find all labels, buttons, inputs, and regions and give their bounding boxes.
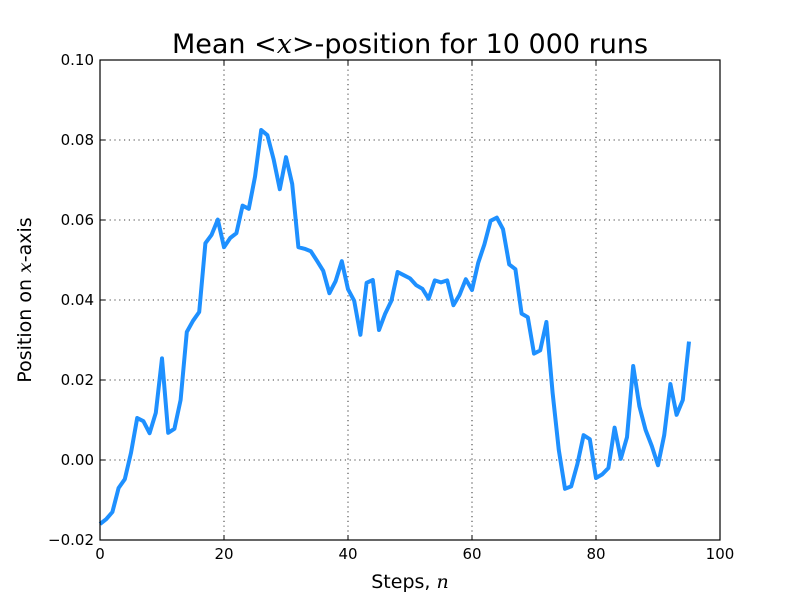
y-tick-label: −0.02 bbox=[48, 531, 94, 549]
plot-frame bbox=[99, 59, 721, 541]
x-tick-label: 80 bbox=[586, 545, 605, 563]
x-tick-label: 60 bbox=[462, 545, 481, 563]
grid bbox=[99, 59, 721, 541]
x-tick-label: 0 bbox=[95, 545, 105, 563]
x-tick-label: 100 bbox=[706, 545, 735, 563]
x-tick-label: 20 bbox=[214, 545, 233, 563]
x-axis-label-prefix: Steps, bbox=[371, 571, 436, 593]
y-axis-label-suffix: -axis bbox=[14, 217, 36, 262]
tick-labels: 0 20 40 60 80 100 −0.02 0.00 0.02 0.04 0.06 0.08 0.1… bbox=[48, 51, 734, 563]
y-tick-label: 0.10 bbox=[61, 51, 94, 69]
series-group bbox=[98, 128, 691, 526]
series-line bbox=[98, 128, 691, 526]
y-tick-label: 0.04 bbox=[61, 291, 94, 309]
y-axis-label: Position on x-axis bbox=[14, 217, 36, 382]
title-math: <x> bbox=[254, 29, 314, 60]
title-prefix: Mean bbox=[172, 29, 254, 60]
y-tick-label: 0.08 bbox=[61, 131, 94, 149]
y-axis-label-math: x bbox=[14, 262, 36, 273]
x-axis-label: Steps, n bbox=[371, 571, 449, 593]
y-tick-label: 0.00 bbox=[61, 451, 94, 469]
y-tick-label: 0.06 bbox=[61, 211, 94, 229]
x-tick-label: 40 bbox=[338, 545, 357, 563]
x-axis-label-math: n bbox=[437, 571, 449, 593]
y-tick-label: 0.02 bbox=[61, 371, 94, 389]
y-axis-label-prefix: Position on bbox=[14, 273, 36, 383]
title-suffix: -position for 10 000 runs bbox=[315, 29, 648, 60]
axis-ticks bbox=[99, 59, 721, 541]
chart-title: Mean <x>-position for 10 000 runs bbox=[172, 29, 648, 60]
